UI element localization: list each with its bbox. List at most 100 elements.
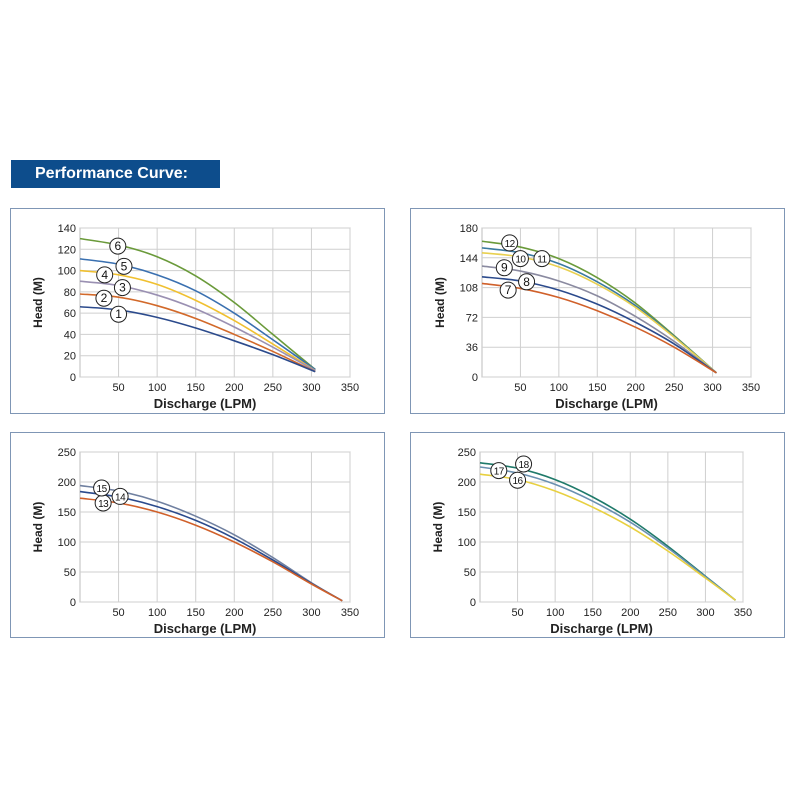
y-tick-label: 40 [64, 329, 76, 341]
curve-label-16: 16 [509, 471, 527, 489]
curve-label-6: 6 [109, 237, 127, 255]
curve-label-18: 18 [515, 455, 533, 473]
y-tick-label: 100 [58, 266, 76, 278]
x-tick-label: 250 [665, 382, 683, 394]
curve-label-14: 14 [111, 487, 129, 505]
label-circle [113, 279, 131, 297]
series-name: 6 [114, 239, 121, 253]
x-tick-label: 50 [112, 607, 124, 619]
x-tick-label: 350 [734, 607, 752, 619]
y-axis-label: Head (M) [31, 502, 45, 553]
x-tick-label: 150 [187, 607, 205, 619]
y-tick-label: 0 [472, 372, 478, 384]
y-tick-label: 0 [70, 372, 76, 384]
y-tick-label: 36 [466, 342, 478, 354]
label-circle [95, 289, 113, 307]
y-axis-label: Head (M) [433, 277, 447, 328]
chart-panel-3: 50 100 150 200 250 300 350 0 50 100 150 200 250 Disch… [10, 432, 385, 638]
y-tick-label: 150 [458, 507, 476, 519]
x-tick-label: 300 [696, 607, 714, 619]
y-tick-label: 20 [64, 351, 76, 363]
curve-label-11: 11 [533, 250, 551, 268]
label-circle [518, 273, 536, 291]
curve-label-3: 3 [113, 279, 131, 297]
y-tick-label: 108 [460, 283, 478, 295]
curve-label-9: 9 [495, 259, 513, 277]
series-name: 14 [115, 492, 126, 503]
y-axis-label: Head (M) [31, 277, 45, 328]
y-tick-label: 100 [458, 537, 476, 549]
series-name: 5 [121, 259, 128, 273]
x-tick-label: 100 [148, 607, 166, 619]
x-tick-label: 50 [514, 382, 526, 394]
x-tick-label: 250 [264, 607, 282, 619]
series-name: 16 [513, 476, 524, 487]
x-tick-label: 250 [264, 382, 282, 394]
y-tick-label: 72 [466, 312, 478, 324]
label-circle [511, 250, 529, 268]
series-name: 7 [505, 283, 512, 297]
x-axis-label: Discharge (LPM) [555, 396, 658, 411]
y-tick-label: 120 [58, 244, 76, 256]
y-tick-label: 50 [64, 567, 76, 579]
curve-label-17: 17 [490, 462, 508, 480]
y-tick-label: 250 [58, 447, 76, 459]
curve-label-4: 4 [96, 266, 114, 284]
series-line-4 [79, 269, 316, 372]
x-tick-label: 250 [659, 607, 677, 619]
x-tick-label: 100 [148, 382, 166, 394]
series-name: 2 [101, 291, 108, 305]
x-tick-label: 350 [341, 382, 359, 394]
curve-label-10: 10 [511, 250, 529, 268]
x-tick-label: 100 [546, 607, 564, 619]
series-name: 17 [494, 467, 505, 478]
x-tick-label: 50 [511, 607, 523, 619]
y-tick-label: 60 [64, 308, 76, 320]
y-tick-label: 0 [70, 597, 76, 609]
label-circle [109, 237, 127, 255]
label-circle [110, 305, 128, 323]
x-tick-label: 200 [225, 382, 243, 394]
chart-svg: 50 100 150 200 250 300 350 0 50 100 150 200 250 Disch… [31, 447, 359, 636]
label-circle [533, 250, 551, 268]
series-line-7 [481, 282, 717, 374]
series-name: 3 [119, 281, 126, 295]
series-name: 12 [505, 239, 516, 250]
x-tick-label: 200 [621, 607, 639, 619]
curve-label-15: 15 [93, 479, 111, 497]
chart-svg: 50 100 150 200 250 300 350 0 50 100 150 200 250 Disch… [431, 447, 752, 636]
x-tick-label: 150 [584, 607, 602, 619]
x-axis-label: Discharge (LPM) [154, 621, 257, 636]
x-axis-label: Discharge (LPM) [154, 396, 257, 411]
plot-area [79, 227, 351, 378]
y-tick-label: 180 [460, 223, 478, 235]
series-name: 15 [97, 484, 108, 495]
curve-label-5: 5 [115, 257, 133, 275]
section-title-banner: Performance Curve: [11, 160, 220, 188]
x-tick-label: 150 [187, 382, 205, 394]
x-axis-label: Discharge (LPM) [550, 621, 653, 636]
label-circle [490, 462, 508, 480]
chart-panel-2: 50 100 150 200 250 300 350 0 36 72 108 144 180 Discha… [410, 208, 785, 414]
label-circle [501, 234, 519, 252]
series-name: 9 [501, 261, 508, 275]
series-name: 10 [515, 255, 526, 266]
x-tick-label: 350 [742, 382, 760, 394]
series-line-2 [79, 293, 316, 373]
y-tick-label: 200 [58, 477, 76, 489]
y-tick-label: 80 [64, 287, 76, 299]
curve-label-7: 7 [499, 281, 517, 299]
series-name: 11 [537, 255, 547, 266]
label-circle [96, 266, 114, 284]
chart-svg: 50 100 150 200 250 300 35003672108144180Discha… [433, 223, 760, 411]
x-tick-label: 300 [302, 607, 320, 619]
series-line-9 [481, 265, 717, 374]
y-tick-label: 100 [58, 537, 76, 549]
x-tick-label: 150 [588, 382, 606, 394]
chart-svg: 50 100 150 200 250 300 350 0 20 40 60 80 100 120 140 Di… [31, 223, 359, 411]
label-circle [495, 259, 513, 277]
x-tick-label: 50 [112, 382, 124, 394]
chart-panel-4: 50 100 150 200 250 300 350 0 50 100 150 200 250 Disch… [410, 432, 785, 638]
curve-label-12: 12 [501, 234, 519, 252]
label-circle [509, 471, 527, 489]
